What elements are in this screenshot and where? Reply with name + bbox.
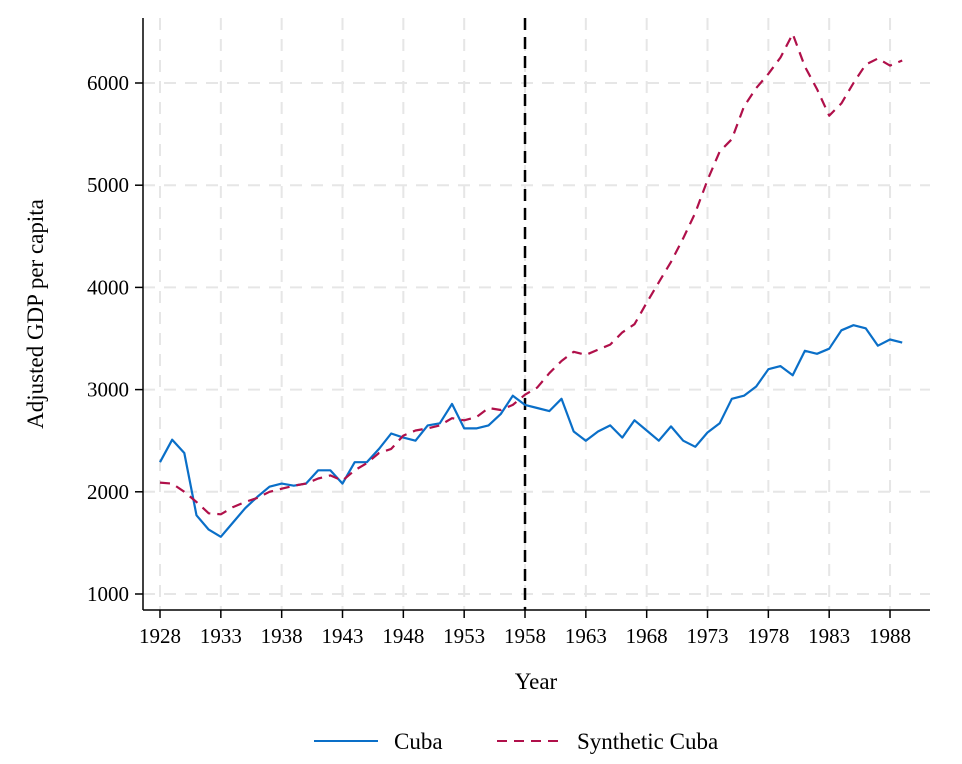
y-tick-label: 6000 — [87, 71, 129, 95]
y-tick-label: 3000 — [87, 378, 129, 402]
legend: Cuba Synthetic Cuba — [314, 729, 718, 754]
y-tick-label: 4000 — [87, 275, 129, 299]
grid — [143, 18, 930, 610]
series-line-synthetic-cuba — [159, 32, 903, 516]
x-tick-label: 1973 — [687, 624, 729, 648]
x-tick-label: 1928 — [139, 624, 181, 648]
y-tick-label: 2000 — [87, 480, 129, 504]
axes — [142, 18, 930, 611]
y-tick-label: 1000 — [87, 582, 129, 606]
x-tick-label: 1938 — [261, 624, 303, 648]
y-axis-label: Adjusted GDP per capita — [23, 199, 48, 429]
x-tick-label: 1983 — [808, 624, 850, 648]
x-tick-label: 1953 — [443, 624, 485, 648]
x-tick-label: 1968 — [626, 624, 668, 648]
x-ticks: 1928 1933 1938 1943 1948 1953 1958 1963 1968 1973… — [139, 610, 911, 648]
x-tick-label: 1948 — [382, 624, 424, 648]
x-tick-label: 1978 — [747, 624, 789, 648]
y-ticks: 1000 2000 3000 4000 5000 6000 — [87, 71, 143, 606]
series-lines — [159, 32, 903, 538]
y-tick-label: 5000 — [87, 173, 129, 197]
x-tick-label: 1988 — [869, 624, 911, 648]
x-axis-label: Year — [515, 669, 558, 694]
x-tick-label: 1943 — [322, 624, 364, 648]
x-tick-label: 1958 — [504, 624, 546, 648]
legend-label-synthetic-cuba: Synthetic Cuba — [577, 729, 718, 754]
legend-label-cuba: Cuba — [394, 729, 443, 754]
x-tick-label: 1963 — [565, 624, 607, 648]
x-tick-label: 1933 — [200, 624, 242, 648]
series-line-cuba — [159, 324, 903, 538]
